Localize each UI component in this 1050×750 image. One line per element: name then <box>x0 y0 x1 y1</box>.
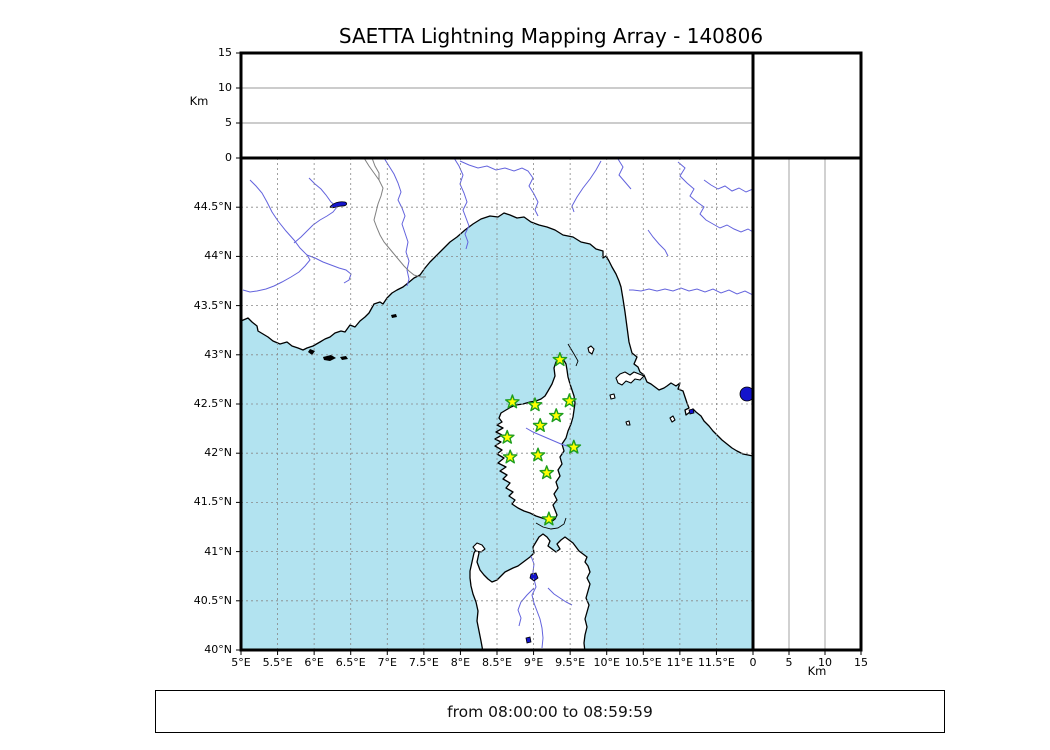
page-title: SAETTA Lightning Mapping Array - 140806 <box>338 24 764 48</box>
station-marker <box>527 397 543 412</box>
right-panel-km-tick-label: 15 <box>854 656 868 669</box>
map-y-tick-label: 43°N <box>204 347 232 361</box>
map-x-tick-label: 10°E <box>593 656 620 669</box>
station-markers <box>499 351 582 526</box>
top-panel-km-tick-label: 5 <box>225 116 232 129</box>
map-x-tick-label: 6°E <box>304 656 324 669</box>
coast-line-segments <box>535 343 579 530</box>
corner-panel <box>753 53 861 158</box>
station-marker <box>552 351 568 367</box>
map-y-tick-label: 40°N <box>204 643 232 656</box>
right-panel-km-tick-label: 5 <box>785 656 793 669</box>
map-y-tick-label: 40.5°N <box>193 593 232 607</box>
right-panel-km-tick-label: 10 <box>818 656 832 669</box>
station-marker <box>502 449 518 464</box>
map-panel <box>241 158 753 650</box>
map-y-tick-label: 41.5°N <box>193 495 232 509</box>
panel-frames <box>239 51 863 652</box>
map-x-tick-label: 7.5°E <box>408 656 439 669</box>
station-marker <box>532 417 548 432</box>
map-y-tick-label: 41°N <box>204 544 232 558</box>
map-y-tick-label: 43.5°N <box>193 298 232 312</box>
station-marker <box>505 394 520 409</box>
map-x-tick-label: 5°E <box>231 656 251 669</box>
map-x-tick-label: 9°E <box>523 656 544 669</box>
right-panel-gridlines <box>788 158 826 650</box>
station-marker <box>562 393 577 408</box>
small-islands <box>472 345 676 553</box>
map-y-tick-label: 44.5°N <box>193 200 232 214</box>
map-x-tick-label: 10.5°E <box>624 656 662 669</box>
map-gridlines <box>241 158 753 650</box>
right-panel-km-tick-label: 0 <box>749 656 757 669</box>
map-x-tick-label: 8°E <box>450 656 471 669</box>
coastline-corsica <box>494 358 576 524</box>
altitude-longitude-panel <box>241 53 753 158</box>
altitude-unit-label-bottom: Km <box>807 664 827 678</box>
top-panel-km-tick-label: 10 <box>218 81 232 94</box>
altitude-unit-label-left: Km <box>189 94 209 108</box>
map-y-tick-label: 42°N <box>204 446 232 460</box>
station-marker <box>530 447 546 462</box>
map-y-tick-label: 42.5°N <box>193 397 232 410</box>
time-window-box: from 08:00:00 to 08:59:59 <box>155 690 945 733</box>
map-x-tick-label: 5.5°E <box>262 656 293 669</box>
map-x-tick-label: 8.5°E <box>482 656 512 669</box>
station-marker <box>541 511 557 526</box>
map-x-tick-label: 9.5°E <box>555 656 586 669</box>
map-x-tick-label: 7°E <box>377 656 397 669</box>
time-window-text: from 08:00:00 to 08:59:59 <box>447 702 653 721</box>
tiny-islets <box>308 314 397 361</box>
station-marker <box>539 465 555 480</box>
top-panel-gridlines <box>241 87 753 124</box>
lake-bolsena <box>739 386 753 402</box>
map-x-tick-label: 11.5°E <box>697 656 735 669</box>
station-marker <box>566 439 582 454</box>
station-marker <box>548 408 564 423</box>
lakes <box>329 201 753 644</box>
top-panel-km-tick-label: 15 <box>218 46 232 59</box>
rivers <box>242 158 753 649</box>
top-panel-km-tick-label: 0 <box>225 151 232 164</box>
country-border <box>363 158 426 278</box>
station-marker <box>499 429 515 444</box>
map-x-tick-label: 11°E <box>666 656 694 669</box>
map-x-tick-label: 6.5°E <box>335 656 366 669</box>
altitude-latitude-panel <box>753 158 861 650</box>
coastline-mainland <box>241 158 753 457</box>
map-y-tick-label: 44°N <box>204 249 232 263</box>
